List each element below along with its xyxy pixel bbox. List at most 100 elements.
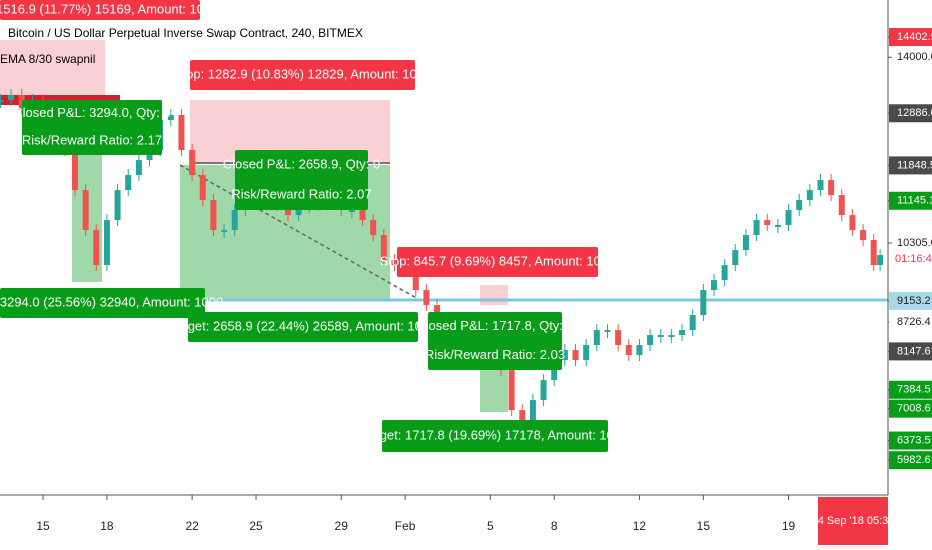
- candle: [199, 175, 206, 201]
- candle: [817, 180, 824, 191]
- candle: [125, 175, 132, 191]
- candle: [295, 205, 302, 216]
- target-zone: [480, 370, 508, 412]
- x-tick-label: 22: [185, 519, 199, 533]
- annotation-box: [22, 100, 162, 155]
- y-tick-label: 14000.0: [897, 51, 932, 63]
- candle: [178, 115, 185, 151]
- y-tick-box: [889, 191, 932, 210]
- trend-line: [179, 164, 421, 301]
- candle: [8, 95, 15, 101]
- annotation-box: [190, 60, 415, 90]
- annotation-text: Risk/Reward Ratio: 2.07: [231, 186, 371, 201]
- candle: [710, 280, 717, 291]
- x-tick-label: 25: [249, 519, 263, 533]
- candle: [189, 150, 196, 176]
- candle: [753, 220, 760, 236]
- candle: [231, 210, 238, 231]
- candle: [828, 180, 835, 196]
- time-axis: [0, 495, 932, 550]
- x-tick-label: 19: [782, 519, 796, 533]
- y-tick-box: [889, 156, 932, 175]
- candle: [18, 95, 25, 111]
- candle: [529, 400, 536, 431]
- annotation-box: [428, 312, 562, 370]
- x-tick-label: 8: [551, 519, 558, 533]
- annotation-text: Risk/Reward Ratio: 2.17: [22, 133, 162, 148]
- candle: [583, 345, 590, 361]
- annotation-box: [382, 420, 608, 452]
- cursor-box: [818, 497, 888, 545]
- candle: [359, 210, 366, 221]
- annotation-box: [0, 0, 200, 20]
- candle: [657, 335, 664, 338]
- annotation-text: Target: 2658.9 (22.44%) 26589, Amount: 1…: [170, 318, 437, 333]
- candle: [572, 350, 579, 361]
- candle: [210, 200, 217, 231]
- x-tick-label: 15: [36, 519, 50, 533]
- candle: [615, 330, 622, 346]
- annotations: p: 1516.9 (11.77%) 15169, Amount: 1000 St…: [0, 0, 629, 452]
- x-tick-label: 18: [100, 519, 114, 533]
- candle: [860, 230, 867, 241]
- stop-zone: [480, 285, 508, 305]
- candle: [849, 215, 856, 231]
- indicator-label: EMA 8/30 swapnil: [0, 52, 95, 66]
- countdown-box: [889, 250, 932, 267]
- y-tick-label: 7008.6: [897, 403, 931, 415]
- y-tick-label: 7384.5: [897, 384, 931, 396]
- y-tick-box: [889, 431, 932, 450]
- y-tick-box: [889, 28, 932, 47]
- stop-zone: [0, 40, 105, 95]
- annotation-text: Target: 1717.8 (19.69%) 17178, Amount: 1…: [362, 427, 629, 442]
- x-tick-label: 5: [487, 519, 494, 533]
- y-tick-label: 11145.1: [897, 195, 932, 207]
- x-tick-label: Feb: [395, 519, 416, 533]
- candle: [785, 210, 792, 226]
- candle: [561, 350, 568, 361]
- candle: [348, 210, 355, 213]
- y-tick-label: 12886.0: [897, 107, 932, 119]
- candle: [796, 200, 803, 211]
- chart-title: Bitcoin / US Dollar Perpetual Inverse Sw…: [8, 26, 363, 40]
- y-tick-box: [889, 399, 932, 418]
- y-tick-label: 6373.5: [897, 434, 931, 446]
- x-tick-label: 12: [633, 519, 647, 533]
- candle: [870, 240, 877, 266]
- candle: [540, 380, 547, 401]
- candle: [146, 150, 153, 161]
- y-tick-label: 9153.2: [897, 295, 931, 307]
- y-tick-label: 10305.0: [897, 237, 932, 249]
- y-tick-box: [889, 291, 932, 310]
- candle: [221, 230, 228, 233]
- y-tick-label: 8147.6: [897, 345, 931, 357]
- candle: [742, 235, 749, 251]
- candle: [732, 250, 739, 266]
- annotation-text: Closed P&L: 1717.8, Qty: 0: [416, 318, 574, 333]
- candle: [636, 345, 643, 356]
- y-tick-box: [889, 380, 932, 399]
- candle: [93, 230, 100, 266]
- candle: [135, 160, 142, 176]
- candle: [380, 235, 387, 261]
- candle: [508, 370, 515, 411]
- candle: [284, 205, 291, 216]
- y-tick-box: [889, 313, 932, 332]
- y-tick-box: [889, 104, 932, 123]
- y-tick-label: 5982.6: [897, 454, 931, 466]
- candle: [604, 330, 611, 333]
- y-tick-label: 14402.9: [897, 31, 932, 43]
- candle: [370, 220, 377, 236]
- candle: [806, 190, 813, 201]
- annotation-box: [235, 150, 368, 210]
- annotation-text: p: 1516.9 (11.77%) 15169, Amount: 1000: [0, 1, 218, 16]
- candle: [551, 360, 558, 381]
- x-tick-label: 29: [335, 519, 349, 533]
- annotation-box: [0, 288, 205, 318]
- candle: [647, 335, 654, 346]
- candle: [82, 190, 89, 231]
- axes: 14402.9 14000.0 12886.0 11848.5 11145.1 10305…: [36, 28, 932, 545]
- annotation-text: Stop: 845.7 (9.69%) 8457, Amount: 1000: [380, 253, 616, 268]
- candle: [774, 225, 781, 228]
- candle: [0, 100, 4, 103]
